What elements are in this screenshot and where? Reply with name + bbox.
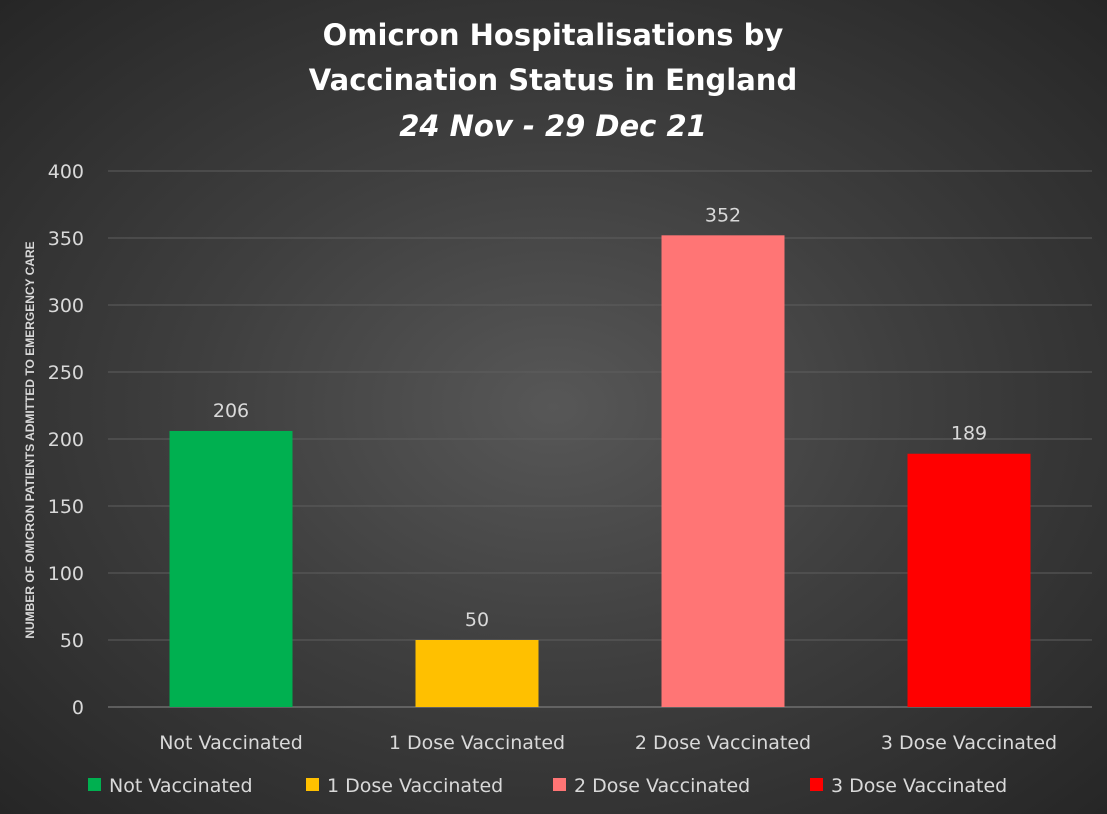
legend-swatch [306, 778, 319, 791]
y-tick-label: 200 [48, 429, 84, 451]
legend-label: 2 Dose Vaccinated [574, 775, 750, 797]
x-tick-label: 1 Dose Vaccinated [389, 732, 565, 754]
data-label: 206 [213, 400, 249, 422]
x-tick-label: 3 Dose Vaccinated [881, 732, 1057, 754]
bar [415, 640, 539, 707]
legend-item: 3 Dose Vaccinated [810, 775, 1007, 797]
y-tick-label: 100 [48, 563, 84, 585]
y-tick-label: 250 [48, 362, 84, 384]
chart-title-line1: Omicron Hospitalisations by [323, 18, 784, 52]
legend-item: 1 Dose Vaccinated [306, 775, 503, 797]
legend-item: Not Vaccinated [88, 775, 253, 797]
x-tick-label: 2 Dose Vaccinated [635, 732, 811, 754]
y-tick-label: 0 [72, 697, 84, 719]
bar [907, 453, 1031, 707]
y-tick-label: 400 [48, 161, 84, 183]
legend-label: Not Vaccinated [109, 775, 253, 797]
y-tick-label: 350 [48, 228, 84, 250]
bar [661, 235, 785, 707]
x-tick-label: Not Vaccinated [159, 732, 303, 754]
data-label: 189 [951, 423, 987, 445]
y-tick-label: 50 [60, 630, 84, 652]
legend-item: 2 Dose Vaccinated [553, 775, 750, 797]
legend-swatch [553, 778, 566, 791]
y-tick-label: 300 [48, 295, 84, 317]
legend-label: 1 Dose Vaccinated [327, 775, 503, 797]
y-axis-label: NUMBER OF OMICRON PATIENTS ADMITTED TO E… [23, 241, 37, 638]
chart-title-line2: Vaccination Status in England [309, 63, 797, 97]
data-label: 352 [705, 204, 741, 226]
y-tick-label: 150 [48, 496, 84, 518]
chart-subtitle: 24 Nov - 29 Dec 21 [399, 109, 707, 143]
data-label: 50 [465, 609, 489, 631]
bar [169, 430, 293, 707]
legend-swatch [810, 778, 823, 791]
legend-label: 3 Dose Vaccinated [831, 775, 1007, 797]
legend-swatch [88, 778, 101, 791]
